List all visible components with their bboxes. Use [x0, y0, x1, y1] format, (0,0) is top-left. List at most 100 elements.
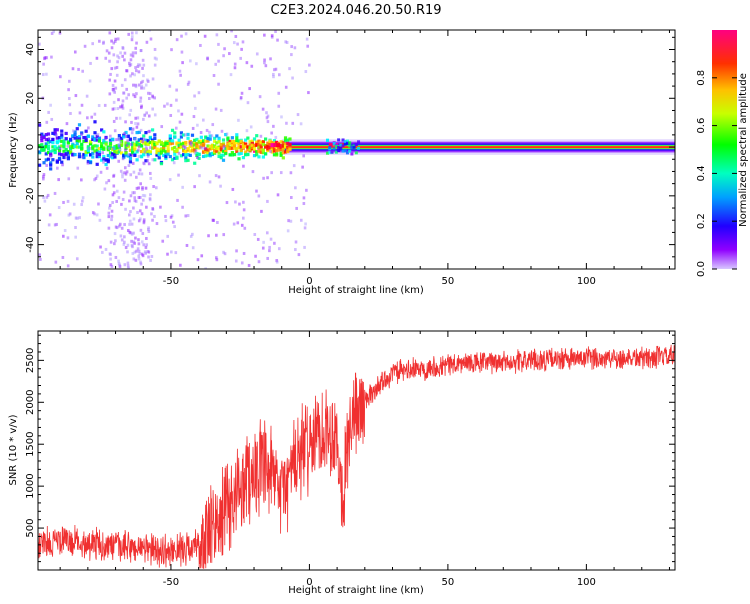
heatmap-cell [126, 229, 130, 233]
heatmap-cell [55, 222, 58, 226]
heatmap-cell [288, 137, 292, 141]
heatmap-cell [239, 148, 243, 153]
heatmap-cell [108, 92, 112, 96]
heatmap-cell [115, 138, 118, 142]
heatmap-cell [244, 153, 248, 157]
heatmap-cell [276, 38, 279, 42]
heatmap-cell [261, 246, 265, 250]
heatmap-cell [173, 225, 176, 229]
heatmap-cell [288, 147, 292, 151]
heatmap-cell [46, 147, 51, 151]
snr-xlabel: Height of straight line (km) [288, 585, 424, 596]
heatmap-cell [121, 106, 125, 110]
heatmap-cell [235, 140, 239, 145]
heatmap-cell [124, 130, 128, 135]
heatmap-cell [151, 218, 154, 222]
heatmap-cell [146, 159, 150, 163]
heatmap-cell [109, 72, 112, 76]
heatmap-cell [179, 135, 184, 139]
heatmap-cell [38, 253, 41, 257]
heatmap-cell [277, 104, 281, 108]
heatmap-cell [199, 135, 203, 139]
heatmap-cell [217, 140, 221, 144]
heatmap-cell [137, 219, 141, 223]
heatmap-cell [67, 97, 71, 101]
heatmap-cell [237, 118, 240, 122]
heatmap-cell [326, 138, 330, 142]
heatmap-cell [131, 54, 135, 58]
heatmap-cell [266, 199, 269, 203]
heatmap-cell [87, 126, 90, 130]
heatmap-cell [173, 156, 177, 160]
heatmap-cell [250, 141, 254, 146]
heatmap-cell [162, 146, 166, 150]
heatmap-cell [131, 251, 135, 255]
heatmap-cell [123, 223, 126, 227]
heatmap-cell [184, 159, 188, 163]
heatmap-cell [236, 221, 240, 225]
heatmap-cell [86, 116, 89, 120]
heatmap-cell [61, 255, 65, 259]
heatmap-cell [124, 141, 128, 145]
heatmap-cell [187, 80, 191, 84]
heatmap-cell [290, 53, 293, 57]
heatmap-cell [272, 147, 277, 151]
heatmap-cell [233, 62, 237, 66]
heatmap-cell [69, 150, 73, 154]
heatmap-cell [51, 137, 55, 141]
heatmap-cell [138, 168, 142, 172]
heatmap-cell [186, 132, 190, 137]
heatmap-cell [144, 159, 148, 163]
heatmap-cell [178, 120, 182, 124]
heatmap-cell [250, 143, 254, 147]
heatmap-cell [215, 258, 219, 262]
heatmap-cell [147, 114, 151, 118]
heatmap-cell [248, 140, 252, 144]
heatmap-cell [328, 146, 332, 150]
heatmap-cell [139, 81, 143, 85]
heatmap-cell [100, 147, 104, 151]
heatmap-cell [125, 143, 129, 147]
heatmap-cell [155, 141, 159, 145]
heatmap-cell [109, 240, 113, 244]
heatmap-cell [183, 146, 187, 150]
heatmap-cell [95, 213, 99, 217]
heatmap-cell [273, 241, 276, 245]
heatmap-cell [77, 67, 80, 71]
heatmap-cell [147, 226, 150, 230]
heatmap-cell [49, 139, 53, 144]
heatmap-cell [137, 154, 141, 158]
heatmap-cell [303, 245, 306, 249]
heatmap-cell [137, 242, 141, 246]
heatmap-cell [259, 150, 263, 154]
heatmap-cell [232, 141, 237, 145]
heatmap-cell [120, 202, 123, 206]
heatmap-cell [132, 170, 136, 174]
heatmap-cell [44, 142, 48, 146]
heatmap-cell [66, 236, 70, 240]
heatmap-cell [51, 158, 55, 162]
heatmap-cell [255, 189, 258, 193]
heatmap-cell [270, 140, 274, 145]
heatmap-cell [177, 138, 181, 142]
snr-y-tick-label: 2500 [25, 348, 36, 373]
heatmap-cell [113, 149, 117, 154]
heatmap-cell [57, 139, 62, 143]
heatmap-cell [139, 49, 143, 53]
colorbar-label: Normalized spectral amplitude [738, 73, 749, 227]
heatmap-cell [71, 145, 75, 150]
heatmap-cell [137, 257, 141, 261]
heatmap-cell [213, 136, 217, 140]
heatmap-cell [68, 79, 71, 83]
heatmap-cell [208, 154, 212, 158]
heatmap-cell [337, 138, 341, 142]
heatmap-cell [137, 70, 141, 74]
heatmap-cell [50, 117, 54, 121]
heatmap-cell [155, 147, 159, 151]
heatmap-cell [295, 206, 298, 210]
heatmap-cell [292, 164, 296, 168]
heatmap-cell [223, 252, 227, 256]
heatmap-cell [110, 209, 114, 213]
heatmap-cell [270, 171, 273, 175]
heatmap-cell [73, 153, 77, 157]
